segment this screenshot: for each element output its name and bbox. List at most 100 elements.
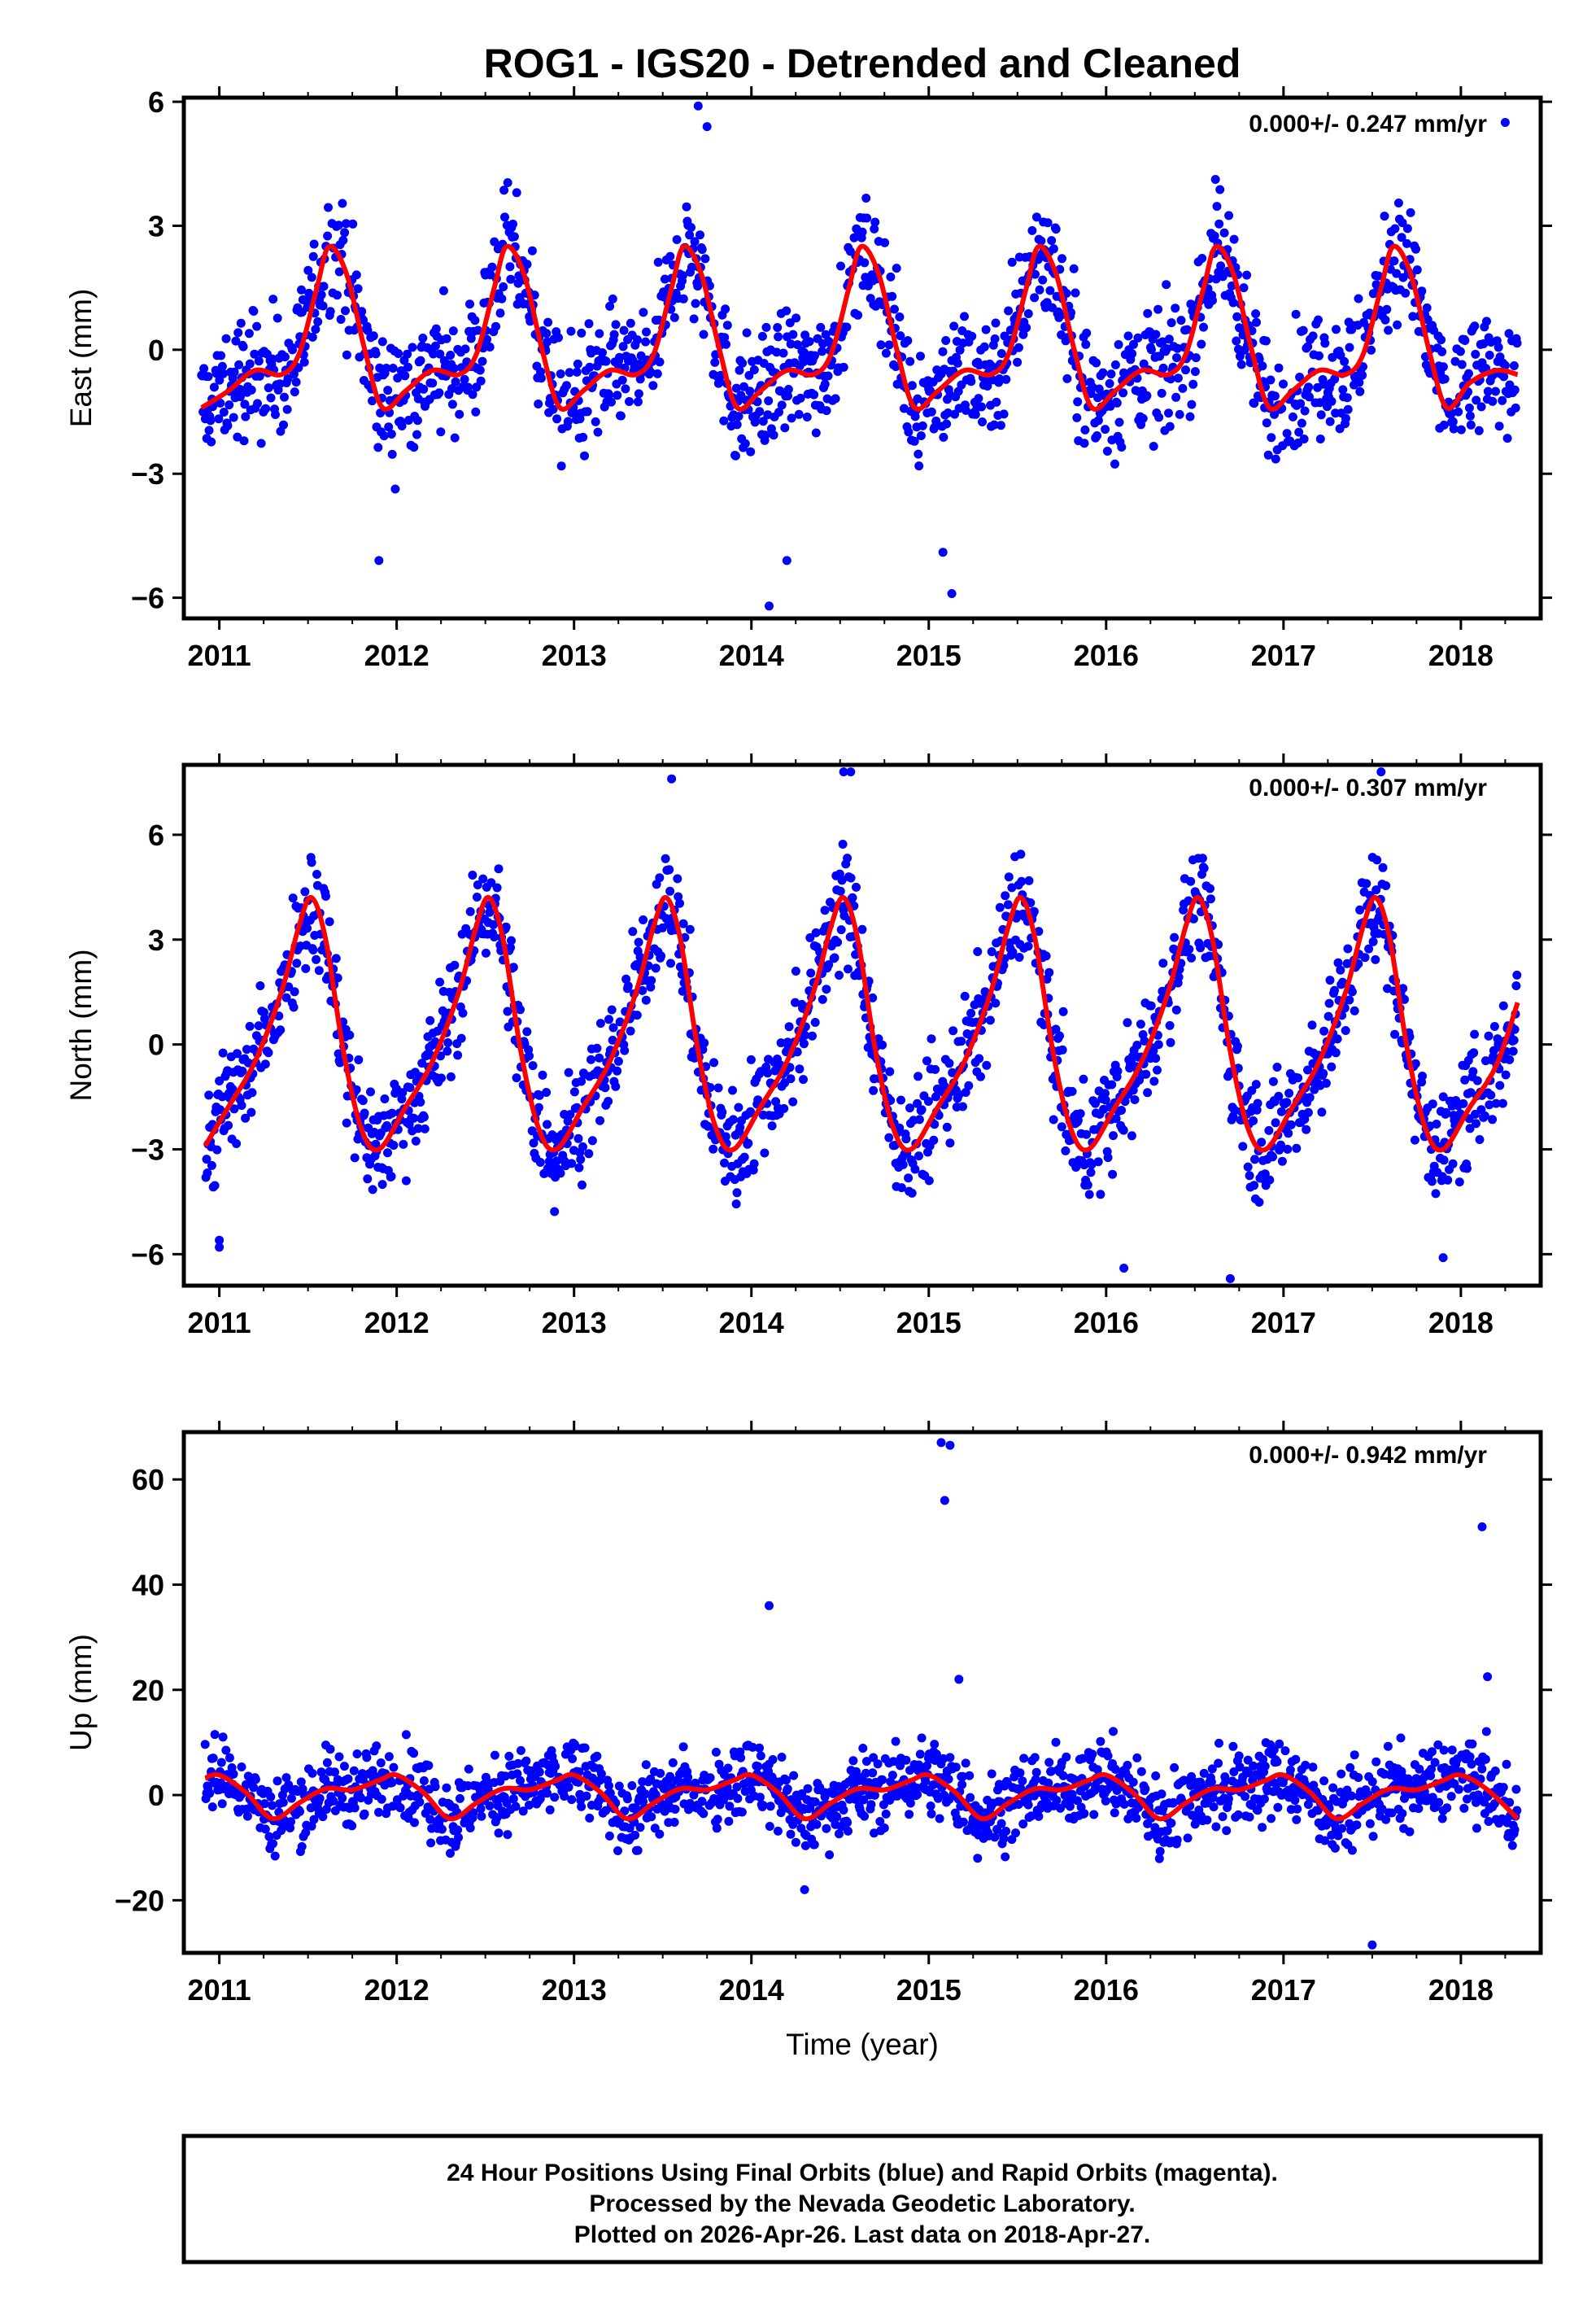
north-data-point [1041,951,1051,961]
east-data-point [1267,433,1276,443]
east-data-point [1133,333,1143,343]
north-data-point [836,925,846,935]
up-data-point [935,1814,944,1823]
north-data-point [550,1207,560,1216]
north-data-point [746,1107,755,1116]
up-data-point [1387,1808,1397,1818]
north-data-point [1432,1120,1441,1129]
east-data-point [740,439,750,448]
up-data-point [1211,1822,1221,1832]
north-data-point [914,1072,923,1081]
north-data-point [1206,894,1215,904]
up-data-point [410,1818,419,1828]
east-data-point [822,406,831,416]
east-data-point [238,342,248,352]
north-data-point [1480,1111,1489,1120]
east-data-point [1119,388,1128,398]
north-data-point [728,1115,738,1125]
north-data-point [760,1148,770,1158]
north-data-point [901,1134,911,1144]
east-data-point [619,325,629,335]
east-data-point [1210,231,1219,241]
north-data-point [1061,1146,1071,1155]
east-data-point [1270,391,1280,401]
east-data-point [831,394,840,404]
east-data-point [794,409,804,419]
up-data-point [828,1788,838,1798]
north-data-point [895,1123,905,1133]
north-data-point [929,1135,939,1145]
east-data-point [690,237,700,247]
east-data-point [742,328,752,338]
east-data-point [648,381,658,391]
east-data-point [1282,429,1292,439]
north-data-point [1284,1089,1294,1098]
north-data-point [247,1088,257,1098]
north-data-point [522,1027,532,1037]
north-data-point [577,1077,587,1086]
north-data-point [1140,1036,1149,1046]
east-data-point [903,336,913,346]
north-data-point [1276,1107,1286,1116]
up-data-point [1414,1804,1424,1814]
up-data-point [1223,1794,1233,1804]
east-data-point [616,411,626,421]
up-data-point [437,1824,447,1834]
east-data-point [254,356,264,366]
east-data-point [970,409,980,419]
north-data-point [1186,876,1196,886]
up-data-point [504,1751,514,1761]
up-data-point [1465,1752,1475,1762]
east-data-point [508,219,518,229]
up-data-point [1354,1773,1363,1782]
up-y-tick-label: 20 [132,1674,164,1707]
east-data-point [471,407,481,417]
north-data-point [595,1053,604,1063]
east-data-point [482,334,491,344]
east-data-point [1411,244,1420,254]
north-data-point [584,1149,594,1159]
north-data-point [628,927,638,937]
north-data-point [1084,1190,1094,1199]
east-data-point [738,358,748,368]
north-data-point [607,1005,617,1015]
north-data-point [420,1124,430,1133]
east-data-point [1007,257,1017,267]
up-data-point [1162,1826,1172,1836]
east-data-point [836,261,845,271]
east-data-point [939,432,948,442]
east-data-point [288,345,297,355]
north-x-tick-label: 2014 [719,1306,784,1339]
east-data-point [241,412,251,421]
east-data-point [383,386,393,395]
east-data-point [219,408,229,417]
up-data-point [513,1758,523,1768]
up-data-point [881,1809,891,1819]
east-data-point [336,315,346,324]
up-data-point [733,1793,743,1803]
east-data-point [870,217,880,227]
north-data-point [1300,1115,1310,1124]
east-data-point [1073,397,1083,407]
up-data-point [737,1807,747,1817]
east-data-point [1482,317,1491,326]
east-data-point [1176,316,1186,325]
east-data-point [615,352,624,362]
up-data-point [647,1812,656,1822]
north-data-point [1029,906,1039,916]
east-data-point [512,188,521,198]
east-data-point [979,342,989,352]
east-data-point [1491,387,1500,396]
up-data-point [1371,1757,1381,1767]
north-data-point [1016,849,1026,859]
north-data-point [525,1051,534,1061]
east-data-point [1412,265,1422,275]
east-data-point [1332,325,1341,334]
north-data-point [1004,872,1014,882]
east-data-point [206,416,216,426]
east-data-point [386,430,396,439]
up-data-point [401,1730,411,1740]
north-data-point [405,1083,415,1093]
north-data-point [1292,1143,1302,1153]
up-data-point [1103,1751,1113,1761]
